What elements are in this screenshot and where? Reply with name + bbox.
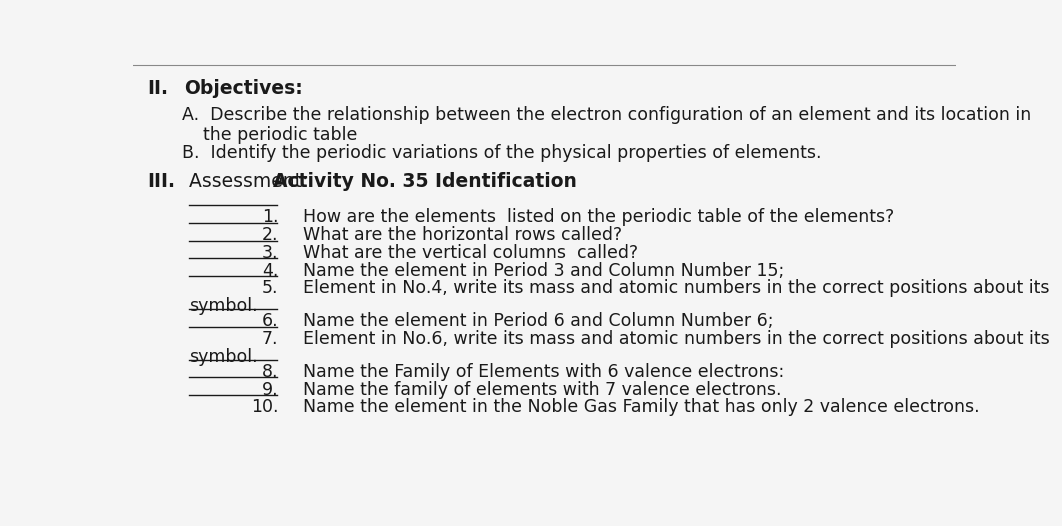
Text: the periodic table: the periodic table [203,126,357,144]
Text: Element in No.4, write its mass and atomic numbers in the correct positions abou: Element in No.4, write its mass and atom… [303,279,1049,297]
Text: Activity No. 35 Identification: Activity No. 35 Identification [273,173,577,191]
Text: 8.: 8. [262,363,278,381]
Text: 9.: 9. [262,381,278,399]
Text: 4.: 4. [262,261,278,280]
Text: B.  Identify the periodic variations of the physical properties of elements.: B. Identify the periodic variations of t… [183,144,822,162]
Text: Assessment:: Assessment: [189,173,314,191]
Text: What are the horizontal rows called?: What are the horizontal rows called? [303,226,622,244]
Text: 10.: 10. [251,399,278,417]
Text: 3.: 3. [262,244,278,262]
Text: Element in No.6, write its mass and atomic numbers in the correct positions abou: Element in No.6, write its mass and atom… [303,330,1050,348]
Text: II.: II. [148,79,169,98]
Text: symbol.: symbol. [189,297,257,315]
Text: Name the element in Period 6 and Column Number 6;: Name the element in Period 6 and Column … [303,312,773,330]
Text: 7.: 7. [262,330,278,348]
Text: symbol.: symbol. [189,348,257,366]
Text: III.: III. [148,173,175,191]
Text: Name the family of elements with 7 valence electrons.: Name the family of elements with 7 valen… [303,381,782,399]
Text: 5.: 5. [262,279,278,297]
Text: Name the element in Period 3 and Column Number 15;: Name the element in Period 3 and Column … [303,261,785,280]
Text: How are the elements  listed on the periodic table of the elements?: How are the elements listed on the perio… [303,208,894,226]
Text: Objectives:: Objectives: [185,79,304,98]
Text: What are the vertical columns  called?: What are the vertical columns called? [303,244,638,262]
Text: A.  Describe the relationship between the electron configuration of an element a: A. Describe the relationship between the… [183,106,1031,124]
Text: Name the element in the Noble Gas Family that has only 2 valence electrons.: Name the element in the Noble Gas Family… [303,399,980,417]
Text: 1.: 1. [262,208,278,226]
Text: 6.: 6. [262,312,278,330]
Text: Name the Family of Elements with 6 valence electrons:: Name the Family of Elements with 6 valen… [303,363,785,381]
Text: 2.: 2. [262,226,278,244]
